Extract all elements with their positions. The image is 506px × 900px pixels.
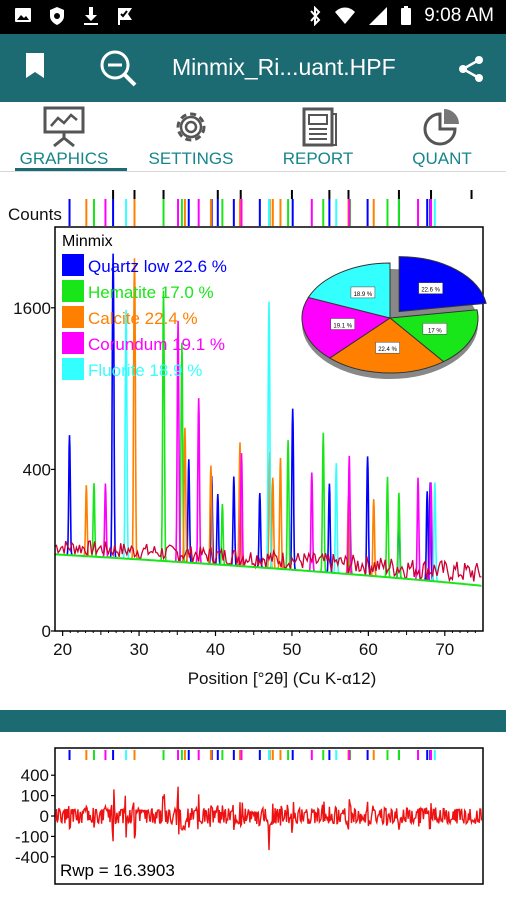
observed-profile xyxy=(54,540,482,583)
counts-axis-label: Counts xyxy=(8,205,62,224)
rwp-value: Rwp = 16.3903 xyxy=(60,861,175,880)
legend-swatch xyxy=(62,332,84,354)
tab-settings-label: SETTINGS xyxy=(148,149,234,168)
active-tab-indicator xyxy=(15,168,127,171)
pie-label-box xyxy=(375,341,400,354)
tab-graphics[interactable]: GRAPHICS xyxy=(8,102,120,172)
shield-icon xyxy=(50,7,64,25)
app-bar: Minmix_Ri...uant.HPF xyxy=(0,34,506,102)
tab-settings[interactable]: SETTINGS xyxy=(132,102,250,172)
file-title: Minmix_Ri...uant.HPF xyxy=(172,54,396,80)
legend: Quartz low 22.6 % Hematite 17.0 % Calcite … xyxy=(62,254,227,380)
x-tick-label: 70 xyxy=(435,640,454,659)
legend-label: Fluorite 18.9 % xyxy=(88,361,202,380)
panel-divider xyxy=(0,710,506,732)
pie-chart-icon xyxy=(423,109,459,146)
legend-swatch xyxy=(62,358,84,380)
battery-icon xyxy=(401,6,412,25)
x-axis-ticks: 20 30 40 50 60 70 xyxy=(53,631,476,659)
gear-icon xyxy=(176,112,206,142)
legend-swatch xyxy=(62,254,84,276)
bookmark-icon[interactable] xyxy=(24,52,46,80)
difference-y-tick-label: -100 xyxy=(15,827,49,846)
y-tick-label: 0 xyxy=(42,622,51,641)
difference-curve xyxy=(55,786,483,851)
download-icon xyxy=(84,7,98,25)
background-line xyxy=(54,553,482,587)
bluetooth-icon xyxy=(310,6,321,26)
difference-y-tick-label: 100 xyxy=(21,787,49,806)
share-icon[interactable] xyxy=(456,54,486,84)
pie-slice xyxy=(388,309,479,363)
x-tick-label: 40 xyxy=(206,640,225,659)
peak-profile xyxy=(65,435,74,557)
legend-label: Quartz low 22.6 % xyxy=(88,257,227,276)
difference-y-tick-label: 0 xyxy=(40,807,49,826)
tab-quant-label: QUANT xyxy=(412,149,472,168)
signal-icon xyxy=(369,7,388,25)
peak-profile xyxy=(319,432,328,574)
difference-reference-ticks xyxy=(68,750,436,760)
tab-graphics-label: GRAPHICS xyxy=(19,149,109,168)
wifi-icon xyxy=(335,7,356,24)
pie-label: 18.9 % xyxy=(354,292,373,298)
report-document-icon xyxy=(302,107,337,147)
legend-swatch xyxy=(62,280,84,302)
zoom-out-icon[interactable] xyxy=(98,48,138,88)
pie-slice xyxy=(307,262,391,319)
peak-profile xyxy=(159,290,168,562)
legend-label: Corundum 19.1 % xyxy=(88,335,225,354)
status-time: 9:08 AM xyxy=(424,5,494,26)
x-tick-label: 20 xyxy=(53,640,72,659)
x-tick-label: 50 xyxy=(282,640,301,659)
x-tick-label: 30 xyxy=(130,640,149,659)
peak-profile xyxy=(82,485,91,558)
peak-profile xyxy=(276,457,285,570)
pie-label: 17 % xyxy=(428,328,442,334)
tab-report-label: REPORT xyxy=(282,149,354,168)
check-flag-icon xyxy=(118,8,132,25)
phase-reference-ticks xyxy=(68,190,473,226)
pie-label-box xyxy=(422,323,448,335)
tab-bar: GRAPHICS SETTINGS REPORT QUANT xyxy=(0,102,506,172)
difference-y-tick-label: -400 xyxy=(15,848,49,867)
y-axis-ticks: 1600 400 0 xyxy=(13,299,55,641)
pie-label: 22.6 % xyxy=(421,288,440,294)
sample-name: Minmix xyxy=(62,233,113,250)
peak-profile xyxy=(194,398,203,565)
quant-pie-chart: 22.6 % 17 % 22.4 % 19.1 % 18.9 % xyxy=(301,256,487,379)
diffraction-plot[interactable]: Counts Minmix Quartz low 22.6 % Hematite … xyxy=(0,172,506,708)
pie-label-box xyxy=(330,318,355,330)
legend-label: Hematite 17.0 % xyxy=(88,283,214,302)
difference-y-tick-label: 400 xyxy=(21,766,49,785)
tab-report[interactable]: REPORT xyxy=(262,102,374,172)
y-tick-label: 400 xyxy=(23,460,51,479)
pie-label-box xyxy=(418,282,443,294)
image-icon xyxy=(15,8,31,22)
pie-label: 19.1 % xyxy=(333,324,352,330)
peak-profile xyxy=(414,477,423,581)
x-axis-label: Position [°2θ] (Cu K-α12) xyxy=(188,669,377,688)
pie-label: 22.4 % xyxy=(378,347,397,353)
status-bar: 9:08 AM xyxy=(0,0,506,34)
x-tick-label: 60 xyxy=(359,640,378,659)
y-tick-label: 1600 xyxy=(13,299,51,318)
presentation-chart-icon xyxy=(43,106,85,148)
legend-swatch xyxy=(62,306,84,328)
pie-label-box xyxy=(350,286,376,299)
tab-quant[interactable]: QUANT xyxy=(386,102,498,172)
peak-profile xyxy=(130,258,139,561)
legend-label: Calcite 22.4 % xyxy=(88,309,198,328)
